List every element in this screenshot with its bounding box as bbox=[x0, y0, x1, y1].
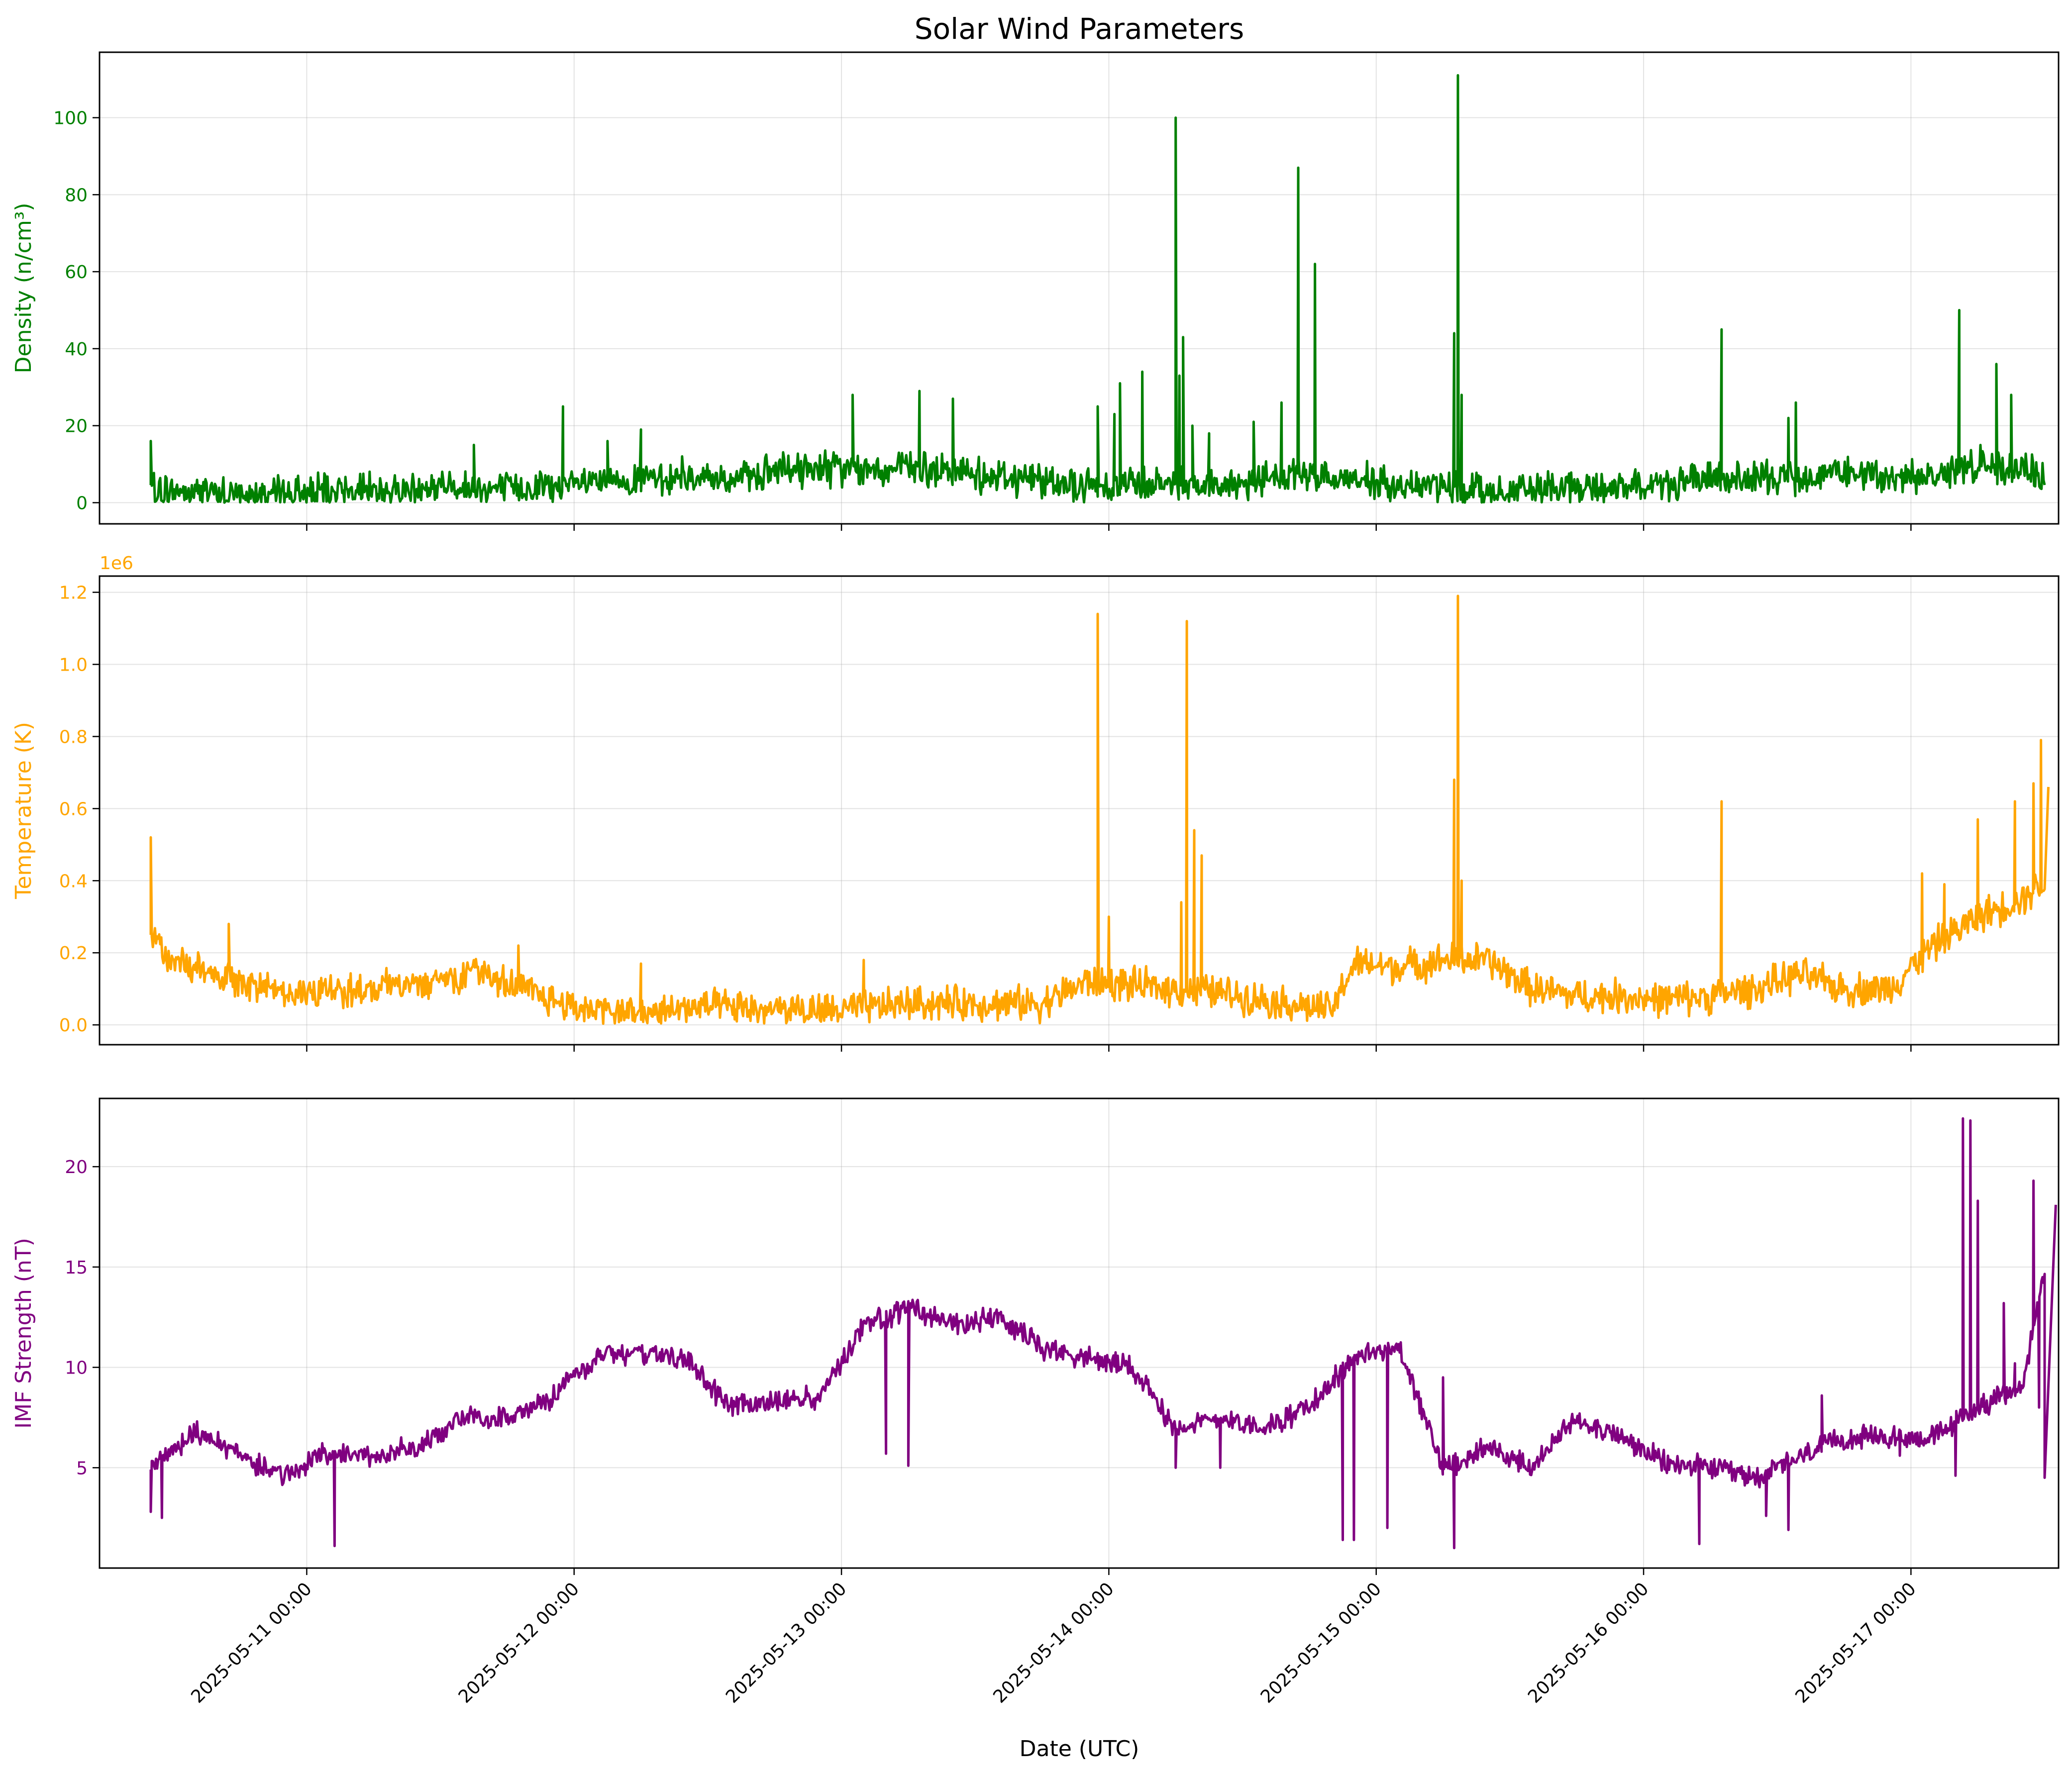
y-tick-label: 80 bbox=[65, 185, 88, 205]
y-tick-label: 20 bbox=[65, 1157, 88, 1178]
x-tick-label: 2025-05-12 00:00 bbox=[455, 1579, 583, 1707]
panel-temperature: 0.0 0.2 0.4 0.6 0.8 1.0 1.2 Temperature (K) 1e6 bbox=[11, 553, 2060, 1052]
density-y-axis-label: Density (n/cm³) bbox=[11, 203, 36, 374]
y-tick-label: 0 bbox=[76, 493, 88, 513]
plot-frame bbox=[99, 51, 2060, 525]
y-tick-label: 0.8 bbox=[59, 727, 88, 747]
x-tick-label: 2025-05-14 00:00 bbox=[989, 1579, 1118, 1707]
figure-title: Solar Wind Parameters bbox=[915, 12, 1244, 46]
y-tick-label: 1.2 bbox=[59, 583, 88, 603]
temperature-series-line bbox=[149, 594, 2050, 1025]
y-tick-label: 100 bbox=[53, 108, 88, 129]
panel-imf: 5 10 15 20 IMF Strength (nT) 2025-05-11 00:00… bbox=[11, 1097, 2060, 1707]
x-tick-label: 2025-05-16 00:00 bbox=[1524, 1579, 1653, 1707]
temperature-y-axis-label: Temperature (K) bbox=[11, 722, 36, 899]
y-tick-label: 1.0 bbox=[59, 655, 88, 676]
y-tick-label: 0.4 bbox=[59, 871, 88, 891]
y-tick-label: 15 bbox=[65, 1258, 88, 1278]
y-tick-label: 20 bbox=[65, 416, 88, 437]
x-tick-label: 2025-05-11 00:00 bbox=[187, 1579, 315, 1707]
density-series-line bbox=[149, 74, 2046, 504]
y-tick-label: 60 bbox=[65, 262, 88, 283]
y-tick-label: 5 bbox=[76, 1458, 88, 1479]
x-tick-label: 2025-05-13 00:00 bbox=[722, 1579, 850, 1707]
imf-y-axis-label: IMF Strength (nT) bbox=[11, 1238, 36, 1429]
panel-density: 0 20 40 60 80 100 Density (n/cm³) bbox=[11, 51, 2060, 531]
x-tick-label: 2025-05-15 00:00 bbox=[1257, 1579, 1385, 1707]
y-tick-label: 0.0 bbox=[59, 1015, 88, 1036]
y-offset-text: 1e6 bbox=[100, 553, 133, 574]
plot-frame bbox=[99, 1097, 2060, 1569]
y-tick-label: 0.6 bbox=[59, 799, 88, 819]
y-tick-label: 10 bbox=[65, 1358, 88, 1379]
plot-frame bbox=[99, 575, 2060, 1046]
x-axis-label: Date (UTC) bbox=[1020, 1736, 1140, 1762]
imf-series-line bbox=[149, 1117, 2057, 1550]
x-tick-label: 2025-05-17 00:00 bbox=[1791, 1579, 1920, 1707]
y-tick-label: 0.2 bbox=[59, 943, 88, 964]
y-tick-label: 40 bbox=[65, 339, 88, 360]
